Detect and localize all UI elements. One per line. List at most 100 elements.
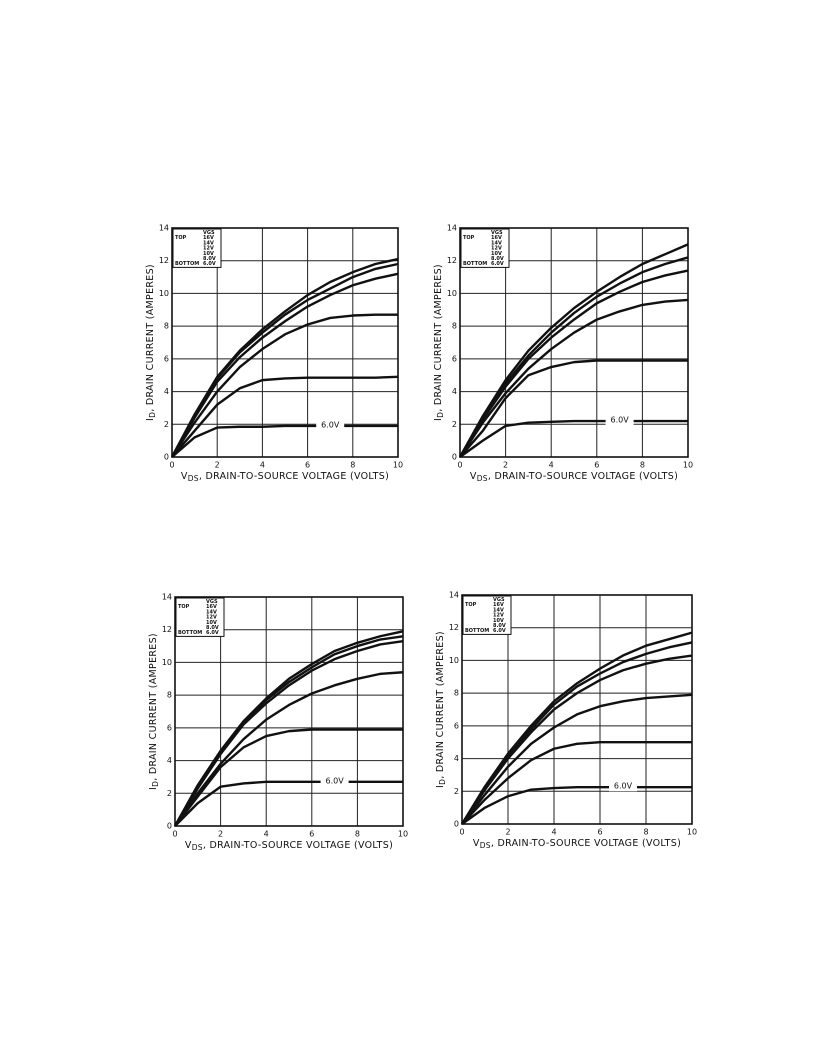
curve [459, 419, 688, 458]
legend-entry: 14V [203, 240, 214, 246]
legend-title: VGS [491, 230, 503, 236]
x-axis-label-part: , DRAIN-TO-SOURCE VOLTAGE (VOLTS) [491, 838, 681, 849]
curve [174, 671, 404, 827]
curve [170, 257, 399, 458]
y-tick-label: 10 [162, 658, 172, 667]
y-tick-label: 0 [167, 822, 172, 831]
legend-entry: 6.0V [203, 261, 216, 267]
legend-entry: 16V [206, 604, 217, 610]
y-axis-label-part: I [435, 785, 446, 788]
curve [171, 375, 399, 458]
x-axis-label-part: DS [188, 474, 199, 483]
y-tick-label: 8 [454, 689, 459, 698]
x-tick-label: 4 [551, 828, 556, 837]
x-tick-label: 8 [643, 828, 648, 837]
annotation-bg [609, 781, 637, 792]
annotation-bg [605, 415, 634, 426]
legend-title: VGS [206, 599, 218, 605]
chart: 0 2 4 6 8 1002468101214VGS16V14V12V10V8.0V6.0… [433, 224, 694, 484]
x-tick-label: 6 [597, 828, 602, 837]
y-tick-label: 14 [447, 224, 457, 233]
plot-frame [459, 227, 689, 458]
legend-bottom: BOTTOM [463, 261, 487, 267]
x-axis-label-part: DS [477, 474, 488, 483]
legend-entry: 16V [493, 602, 504, 608]
x-axis-label-part: V [181, 471, 188, 482]
y-tick-label: 2 [167, 789, 172, 798]
y-tick-label: 2 [452, 420, 457, 429]
x-tick-label: 6 [309, 830, 314, 839]
curve [461, 785, 692, 825]
legend-title: VGS [203, 230, 215, 236]
y-tick-label: 10 [447, 289, 457, 298]
y-axis-label-part: I [433, 418, 444, 421]
curve [173, 639, 404, 827]
y-tick-label: 8 [452, 322, 457, 331]
chart: 0 2 4 6 8 1002468101214VGS16V14V12V10V8.0V6.0… [435, 591, 698, 851]
x-tick-label: 10 [393, 461, 403, 470]
y-axis-label: ID, DRAIN CURRENT (AMPERES) [435, 631, 448, 788]
legend-entry: 6.0V [493, 628, 506, 634]
legend-bottom: BOTTOM [178, 630, 202, 636]
legend-entry: 10V [491, 251, 502, 257]
y-tick-label: 8 [167, 691, 172, 700]
y-axis-label-part: I [145, 418, 156, 421]
x-tick-label: 4 [549, 461, 554, 470]
y-axis-label-part: , DRAIN CURRENT (AMPERES) [435, 631, 446, 779]
x-tick-label: 10 [683, 461, 693, 470]
y-axis-label: ID, DRAIN CURRENT (AMPERES) [148, 633, 161, 790]
legend-top: TOP [465, 602, 477, 608]
curve [458, 256, 689, 458]
y-tick-label: 6 [167, 723, 172, 732]
x-axis-label-part: , DRAIN-TO-SOURCE VOLTAGE (VOLTS) [199, 471, 389, 482]
x-tick-label: 4 [264, 830, 269, 839]
x-tick-label: 8 [355, 830, 360, 839]
legend-entry: 16V [491, 235, 502, 241]
legend-entry: 6.0V [491, 261, 504, 267]
legend-entry: 6.0V [206, 630, 219, 636]
y-axis-label-part: I [148, 787, 159, 790]
y-tick-label: 0 [454, 820, 459, 829]
x-tick-label: 0 [459, 828, 464, 837]
annotation: 6.0V [614, 782, 633, 791]
curve [174, 780, 403, 827]
curve [170, 262, 399, 458]
x-axis-label: VDS, DRAIN-TO-SOURCE VOLTAGE (VOLTS) [470, 471, 678, 484]
y-tick-label: 8 [164, 322, 169, 331]
curve [461, 654, 693, 825]
y-axis-label: ID, DRAIN CURRENT (AMPERES) [433, 264, 446, 421]
y-tick-label: 4 [452, 387, 457, 396]
x-tick-label: 2 [505, 828, 510, 837]
y-tick-label: 6 [454, 721, 459, 730]
legend-entry: 12V [493, 613, 504, 619]
y-tick-label: 12 [159, 256, 169, 265]
x-axis-label-part: , DRAIN-TO-SOURCE VOLTAGE (VOLTS) [203, 840, 393, 851]
curve [174, 728, 403, 827]
x-axis-label-part: V [473, 838, 480, 849]
legend-entry: 14V [493, 607, 504, 613]
x-axis-label: VDS, DRAIN-TO-SOURCE VOLTAGE (VOLTS) [473, 838, 681, 851]
y-tick-label: 14 [449, 591, 459, 600]
y-tick-label: 2 [454, 787, 459, 796]
curve [459, 298, 689, 458]
legend-top: TOP [463, 235, 475, 241]
y-axis-label-part: D [151, 781, 160, 787]
legend-entry: 12V [206, 615, 217, 621]
y-tick-label: 6 [164, 354, 169, 363]
y-axis-label-part: , DRAIN CURRENT (AMPERES) [433, 264, 444, 412]
x-tick-label: 8 [640, 461, 645, 470]
x-tick-label: 6 [594, 461, 599, 470]
y-tick-label: 14 [159, 224, 169, 233]
x-tick-label: 4 [260, 461, 265, 470]
legend-entry: 14V [206, 609, 217, 615]
y-tick-label: 4 [454, 754, 459, 763]
y-axis-label: ID, DRAIN CURRENT (AMPERES) [145, 264, 158, 421]
annotation: 6.0V [325, 776, 344, 785]
x-tick-label: 10 [687, 828, 697, 837]
x-axis-label-part: DS [192, 843, 203, 852]
chart: 0 2 4 6 8 1002468101214VGS16V14V12V10V8.0V6.0… [145, 224, 404, 484]
y-tick-label: 12 [447, 256, 457, 265]
legend-title: VGS [493, 597, 505, 603]
